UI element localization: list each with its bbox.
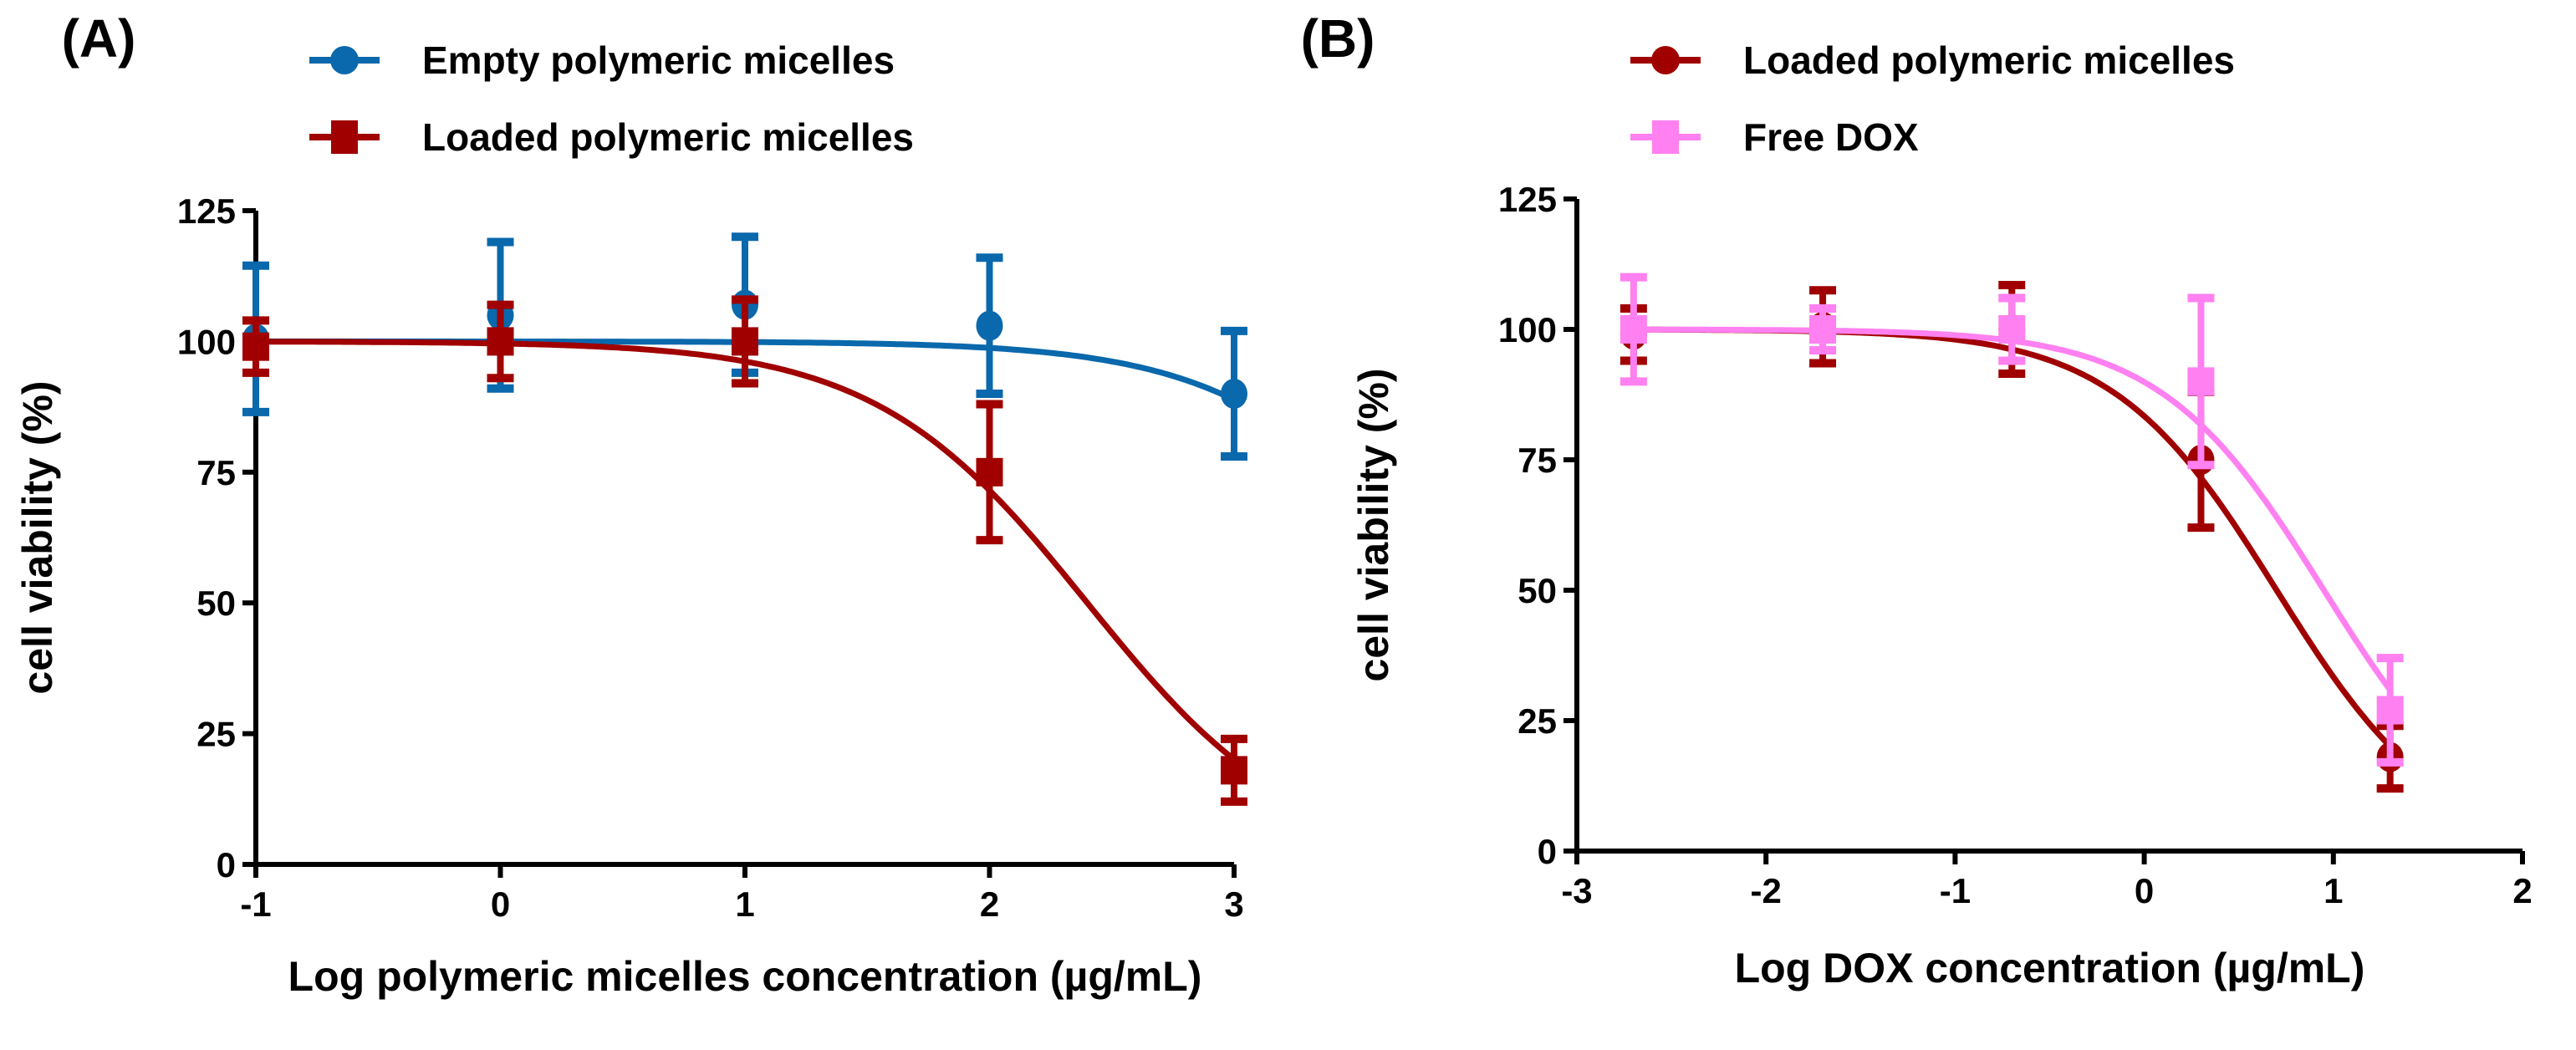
data-point: [2376, 696, 2404, 725]
y-tick-label: 50: [1518, 571, 1557, 610]
data-point: [1221, 378, 1247, 409]
x-tick-label: -3: [1561, 871, 1592, 910]
data-point: [1221, 756, 1247, 785]
legend-item: Free DOX: [1630, 115, 1919, 159]
legend-item: Empty polymeric micelles: [309, 38, 895, 82]
panel-label: (B): [1301, 8, 1375, 69]
x-tick-label: -1: [240, 884, 271, 924]
legend-marker: [1651, 46, 1680, 74]
y-axis-label: cell viability (%): [14, 380, 61, 694]
panel-label: (A): [62, 8, 136, 69]
y-tick-label: 125: [1498, 180, 1557, 219]
fit-curve: [1633, 326, 2393, 692]
legend-marker: [330, 46, 359, 74]
x-tick-label: 0: [2135, 871, 2154, 910]
x-tick-label: -2: [1751, 871, 1782, 910]
y-tick-label: 100: [177, 322, 236, 361]
data-point: [487, 327, 514, 356]
data-point: [1809, 315, 1837, 344]
chart-panel-b: (B) -3 -2 -1 0 1 2 0 25 50 75 100 125 Log DOX concent…: [1301, 8, 2533, 991]
x-tick-label: 1: [2324, 871, 2343, 910]
y-tick-label: 75: [196, 453, 236, 492]
x-axis-label: Log DOX concentration (µg/mL): [1735, 945, 2365, 991]
x-tick-label: 3: [1224, 884, 1243, 924]
series-1: [242, 295, 1247, 806]
x-tick-label: 1: [735, 884, 754, 924]
x-tick-label: 0: [491, 884, 510, 924]
data-point: [976, 310, 1003, 341]
y-tick-label: 75: [1518, 441, 1557, 480]
data-point: [1620, 315, 1647, 344]
y-tick-label: 100: [1498, 310, 1557, 349]
x-axis-label: Log polymeric micelles concentration (µg…: [288, 953, 1202, 1000]
y-tick-label: 25: [196, 715, 236, 754]
legend-label: Loaded polymeric micelles: [1743, 38, 2235, 82]
legend-marker: [331, 120, 358, 154]
data-point: [732, 327, 758, 356]
y-tick-label: 0: [217, 845, 236, 884]
x-tick-label: 2: [980, 884, 999, 924]
legend-label: Loaded polymeric micelles: [422, 115, 914, 159]
y-tick-label: 50: [196, 584, 236, 623]
legend-item: Loaded polymeric micelles: [309, 115, 914, 159]
fit-curve: [255, 339, 1237, 762]
y-tick-label: 0: [1538, 832, 1557, 871]
legend-item: Loaded polymeric micelles: [1630, 38, 2235, 82]
x-tick-label: 2: [2512, 871, 2532, 910]
legend-label: Empty polymeric micelles: [422, 38, 895, 82]
legend-label: Free DOX: [1743, 115, 1919, 159]
data-point: [976, 457, 1003, 487]
legend-marker: [1652, 120, 1679, 154]
series-1: [1620, 273, 2404, 767]
y-tick-label: 125: [177, 191, 236, 231]
y-tick-label: 25: [1518, 701, 1557, 741]
y-axis-label: cell viability (%): [1350, 368, 1397, 681]
x-tick-label: -1: [1940, 871, 1971, 910]
data-point: [2187, 367, 2215, 396]
fit-curve: [1633, 326, 2393, 749]
data-point: [1998, 315, 2026, 344]
data-point: [242, 332, 269, 361]
